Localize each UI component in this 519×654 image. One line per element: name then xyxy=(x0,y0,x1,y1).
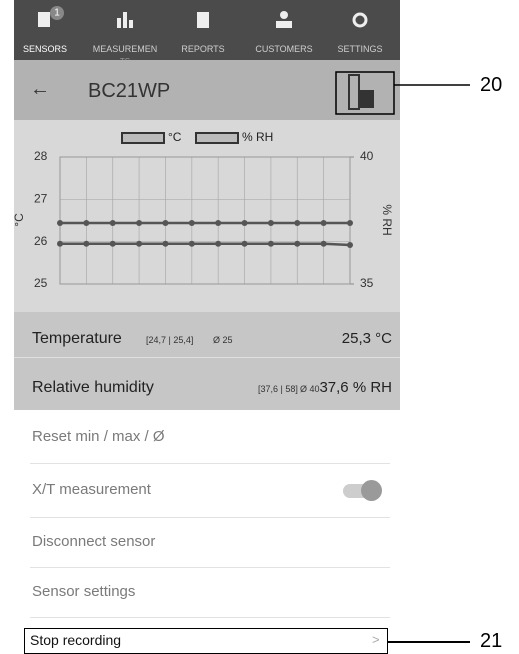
tab[interactable]: REPORTS xyxy=(181,44,225,54)
menu-item[interactable]: X/T measurement xyxy=(32,481,151,498)
series-point xyxy=(320,220,327,227)
customer-icon xyxy=(280,11,288,19)
y-tick-label: 25 xyxy=(34,276,48,290)
nav-icons: 1 xyxy=(38,6,368,28)
device-icon xyxy=(360,90,374,108)
legend-label: % RH xyxy=(242,130,273,144)
readings xyxy=(14,312,400,410)
callout-line xyxy=(388,641,470,643)
series-point xyxy=(136,220,143,227)
series-point xyxy=(241,240,248,247)
series-point xyxy=(83,240,90,247)
series-point xyxy=(294,220,301,227)
y2-axis-label: % RH xyxy=(380,204,394,235)
toggle-knob xyxy=(361,480,382,501)
menu-item[interactable]: Sensor settings xyxy=(32,583,136,600)
series-point xyxy=(162,240,169,247)
y2-tick-label: 35 xyxy=(360,276,374,290)
callout-label: 21 xyxy=(480,630,503,652)
menu-item[interactable]: Stop recording xyxy=(30,632,122,648)
nav-bar xyxy=(14,0,400,60)
series-point xyxy=(162,220,169,227)
series-line xyxy=(60,242,351,247)
divider xyxy=(30,567,390,568)
y-axis-label: °C xyxy=(12,213,26,227)
report-icon xyxy=(197,12,209,28)
reading-range: [37,6 | 58] xyxy=(258,384,298,394)
legend-swatch xyxy=(121,132,165,144)
measure-icon xyxy=(123,12,127,28)
reading-avg: Ø 25 xyxy=(213,335,233,345)
measure-icon xyxy=(129,20,133,28)
record-icon-layer xyxy=(335,71,470,115)
reading-range: [24,7 | 25,4] xyxy=(146,335,194,345)
y-tick-label: 28 xyxy=(34,149,48,163)
measure-icon xyxy=(117,18,121,28)
series-point xyxy=(83,220,90,227)
series-point xyxy=(320,240,327,247)
reading-value: 25,3 °C xyxy=(341,330,392,347)
series-point xyxy=(215,240,222,247)
divider xyxy=(14,357,400,358)
legend-swatch xyxy=(195,132,239,144)
series-point xyxy=(136,240,143,247)
divider xyxy=(30,517,390,518)
series-point xyxy=(347,242,353,249)
series-point xyxy=(294,240,301,247)
chevron: > xyxy=(372,632,380,647)
y-tick-label: 27 xyxy=(34,192,48,206)
badge-text: 1 xyxy=(54,8,60,19)
reading-label: Relative humidity xyxy=(32,379,154,396)
tab[interactable]: CUSTOMERS xyxy=(255,44,313,54)
chart-bg xyxy=(14,120,400,312)
reading-avg: Ø 40 xyxy=(300,384,320,394)
badge xyxy=(50,6,64,20)
series-point xyxy=(241,220,248,227)
series-point xyxy=(57,240,63,247)
callout-label: 20 xyxy=(480,74,503,96)
reading-label: Temperature xyxy=(32,330,122,347)
back-button[interactable]: ← xyxy=(30,78,50,100)
series-point xyxy=(215,220,222,227)
header-title: BC21WP xyxy=(88,80,171,102)
legend-label: °C xyxy=(168,130,182,144)
series-point xyxy=(57,220,63,227)
customer-icon xyxy=(276,21,292,28)
series-point xyxy=(109,240,116,247)
series-point xyxy=(188,220,195,227)
chart: 25 26 27 28 35 40 °C % RH °C % RH xyxy=(12,120,400,312)
tab[interactable]: MEASUREMEN xyxy=(92,44,158,54)
menu-item[interactable]: Reset min / max / Ø xyxy=(32,428,165,445)
reading-value: 37,6 % RH xyxy=(319,379,392,396)
y2-tick-label: 40 xyxy=(360,149,374,163)
device-icon[interactable] xyxy=(348,74,360,110)
series-point xyxy=(267,220,274,227)
callout-box xyxy=(335,71,395,115)
series-point xyxy=(188,240,195,247)
series-point xyxy=(347,220,353,227)
series-point xyxy=(267,240,274,247)
tab[interactable]: SENSORS xyxy=(22,44,67,54)
divider xyxy=(30,463,390,464)
settings-icon xyxy=(352,12,368,28)
series-point xyxy=(109,220,116,227)
menu-item[interactable]: Disconnect sensor xyxy=(32,533,156,550)
sensor-icon xyxy=(38,12,50,27)
divider xyxy=(30,617,390,618)
y-tick-label: 26 xyxy=(34,234,48,248)
tab[interactable]: SETTINGS xyxy=(337,44,383,54)
